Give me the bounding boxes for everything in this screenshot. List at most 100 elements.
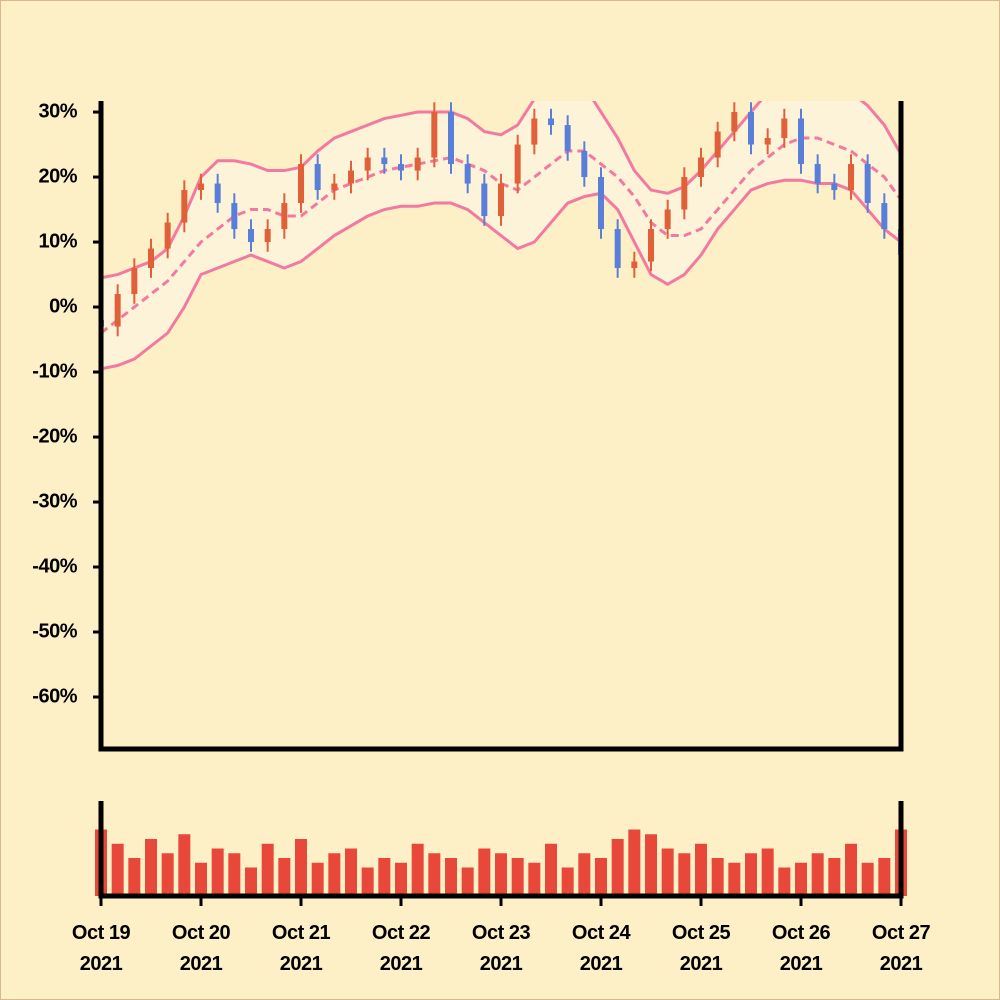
candle-body [614,229,621,269]
x-tick-label: Oct 23 2021 [471,922,531,975]
candle-body [214,183,221,204]
volume-bar [745,853,757,896]
y-tick-label: 10% [38,230,77,252]
candle-body [381,157,388,165]
volume-bar [261,843,274,896]
volume-bar [761,848,774,896]
candle-body [831,183,838,191]
volume-bar [878,858,891,896]
volume-bar [728,862,741,896]
volume-bar [395,862,407,896]
volume-bar [245,867,257,896]
y-tick-label: -60% [32,685,77,707]
volume-bar [345,848,357,896]
volume-bar [461,867,474,896]
candle-body [498,183,504,217]
candle-body [114,294,121,327]
axes: -60% -50% -40% -30% -20% -10% 0% 10% 20% 30% [32,100,907,906]
x-tick-label: Oct 24 2021 [571,922,631,975]
volume-bar [328,853,341,896]
volume-bar [295,839,307,896]
volume-bar [778,867,791,896]
volume-bar [845,843,857,896]
candle-body [398,164,404,171]
volume-bar [611,839,624,896]
volume-bar [628,829,641,896]
candle-body [814,164,821,184]
candle-body [331,183,338,191]
candle-body [364,157,371,171]
band-upper [101,101,901,280]
candle-body [431,112,438,158]
candle-body [298,164,304,204]
volume-bar [478,848,491,896]
candle-body [481,183,488,217]
x-tick-label: Oct 27 2021 [871,922,931,975]
volume-bar [511,858,524,896]
candle-body [748,112,754,145]
candle-body [148,248,154,269]
candle-body [681,177,688,210]
candle-body [664,209,671,230]
y-tick-label: 20% [38,165,77,187]
candle-body [264,229,271,243]
candle-body [464,164,471,184]
candle-body [798,118,804,165]
candle-body [548,118,554,126]
volume-bar [795,862,807,896]
candle-body [564,125,571,152]
candle-body [631,261,638,269]
candle-body [581,151,588,178]
x-tick-label: Oct 22 2021 [371,922,431,975]
candle-body [314,164,321,191]
volume-bar [211,848,224,896]
candle-body [648,229,654,262]
candle-body [414,157,421,171]
volume-bar [445,858,457,896]
candle-body [448,112,454,165]
y-tick-label: -30% [32,490,77,512]
volume-bar [595,858,607,896]
y-tick-label: 30% [38,100,77,122]
volume-bar [811,853,824,896]
band-lower [101,178,901,371]
volume-bar [678,853,691,896]
candle-body [781,118,788,139]
volume-bar [495,853,507,896]
volume-bar [528,862,541,896]
volume-bar [695,843,707,896]
volume-bar [645,834,657,896]
candle-body [198,183,204,191]
volume-bar [378,858,391,896]
candle-body [181,190,188,223]
candle-body [598,177,604,230]
candle-body [698,157,704,178]
y-tick-label: -50% [32,620,77,642]
volume-bar [195,862,207,896]
volume-bar [111,843,124,896]
volume-bar [661,848,674,896]
volume-bar [128,858,141,896]
y-tick-label: -40% [32,555,77,577]
volume-bar [711,858,724,896]
volume-bar [178,834,191,896]
plot-area [101,101,901,371]
candle-body [881,203,888,230]
candle-body [231,203,238,230]
candle-body [731,112,738,132]
x-tick-label: Oct 20 2021 [171,922,231,975]
volume-bar [228,853,241,896]
volume-bar [561,867,574,896]
x-tick-label: Oct 21 2021 [271,922,331,975]
volume-bar [828,858,841,896]
volume-bar [161,853,174,896]
volume-bar [578,853,591,896]
volume-bar [861,862,874,896]
candle-body [281,203,288,230]
candle-body [164,222,171,249]
volume-bar [411,843,424,896]
volume-bar [145,839,157,896]
candle-body [764,138,771,145]
